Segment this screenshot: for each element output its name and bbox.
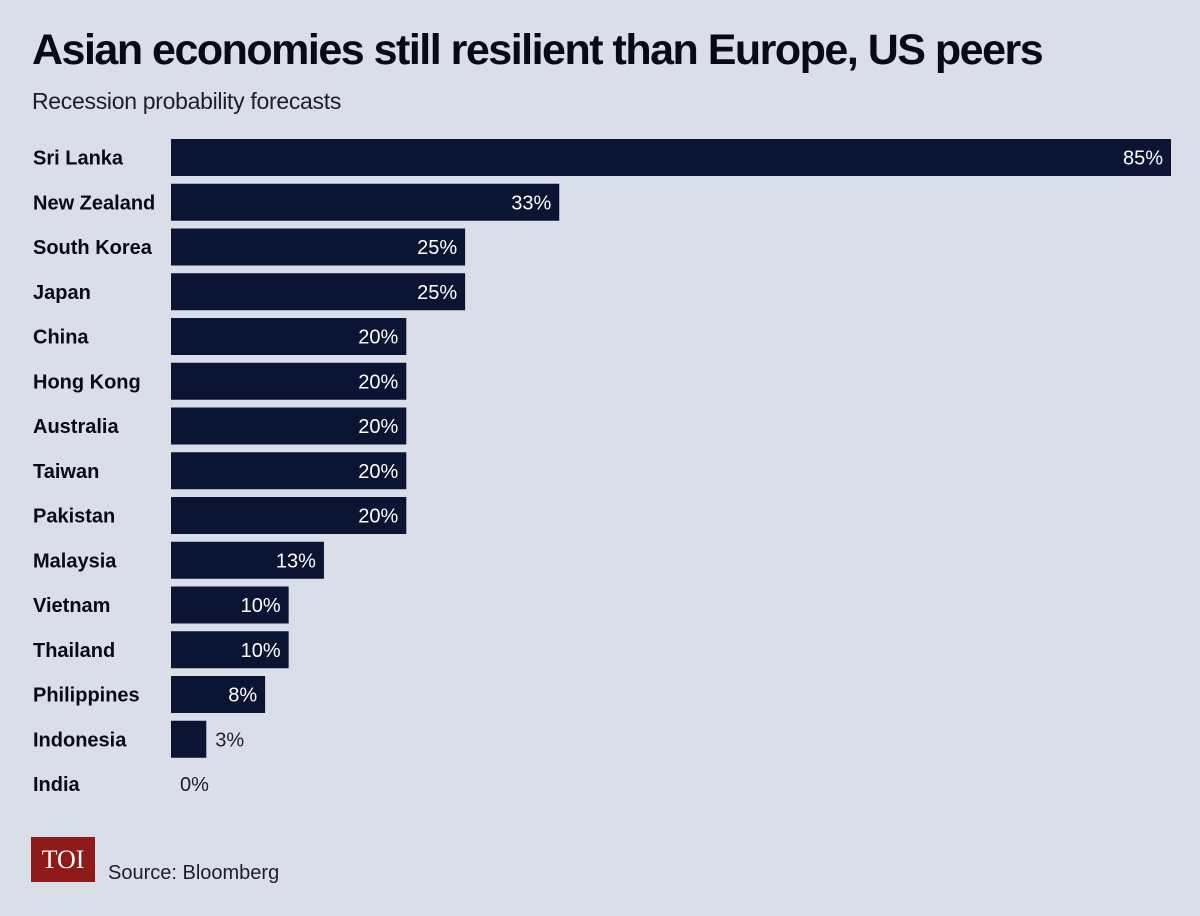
- bar-australia: [171, 407, 407, 445]
- category-label-taiwan: Taiwan: [33, 461, 99, 483]
- toi-logo-text: TOI: [41, 844, 85, 874]
- bar-taiwan: [171, 452, 407, 490]
- category-label-new-zealand: New Zealand: [33, 192, 155, 214]
- bar-indonesia: [171, 720, 207, 758]
- value-label-australia: 20%: [358, 416, 398, 438]
- value-label-thailand: 10%: [241, 640, 281, 662]
- category-label-malaysia: Malaysia: [33, 550, 117, 572]
- value-label-new-zealand: 33%: [511, 192, 551, 214]
- value-label-malaysia: 13%: [276, 550, 316, 572]
- category-label-vietnam: Vietnam: [33, 595, 110, 617]
- category-label-pakistan: Pakistan: [33, 506, 115, 528]
- bar-vietnam: [171, 586, 289, 624]
- category-label-china: China: [33, 327, 89, 349]
- bar-thailand: [171, 631, 289, 669]
- category-label-philippines: Philippines: [33, 685, 140, 707]
- value-label-japan: 25%: [417, 282, 457, 304]
- bar-chart: Sri Lanka 85% New Zealand 33% South Korea 25%…: [33, 139, 1171, 796]
- value-label-south-korea: 25%: [417, 237, 457, 259]
- category-label-india: India: [33, 774, 81, 796]
- bar-japan: [171, 273, 466, 311]
- toi-logo: TOI: [31, 837, 95, 882]
- value-label-philippines: 8%: [228, 685, 257, 707]
- value-label-hong-kong: 20%: [358, 371, 398, 393]
- bar-south-korea: [171, 228, 466, 266]
- bar-malaysia: [171, 541, 324, 579]
- category-label-hong-kong: Hong Kong: [33, 371, 141, 393]
- value-label-vietnam: 10%: [241, 595, 281, 617]
- bar-china: [171, 318, 407, 355]
- value-label-india: 0%: [180, 774, 209, 796]
- bar-pakistan: [171, 497, 407, 534]
- chart-title: Asian economies still resilient than Eur…: [32, 26, 1044, 74]
- category-label-sri-lanka: Sri Lanka: [33, 148, 124, 170]
- category-label-japan: Japan: [33, 282, 91, 304]
- value-label-china: 20%: [358, 327, 398, 349]
- category-label-australia: Australia: [33, 416, 119, 438]
- value-label-pakistan: 20%: [358, 506, 398, 528]
- value-label-indonesia: 3%: [215, 729, 244, 751]
- category-label-thailand: Thailand: [33, 640, 115, 662]
- bar-new-zealand: [171, 183, 560, 221]
- source-note: Source: Bloomberg: [108, 862, 280, 884]
- category-label-south-korea: South Korea: [33, 237, 153, 259]
- bar-philippines: [171, 676, 266, 713]
- value-label-taiwan: 20%: [358, 461, 398, 483]
- bar-sri-lanka: [171, 139, 1171, 176]
- chart-subtitle: Recession probability forecasts: [32, 88, 342, 114]
- category-label-indonesia: Indonesia: [33, 729, 127, 751]
- bar-hong-kong: [171, 362, 407, 400]
- value-label-sri-lanka: 85%: [1123, 148, 1163, 170]
